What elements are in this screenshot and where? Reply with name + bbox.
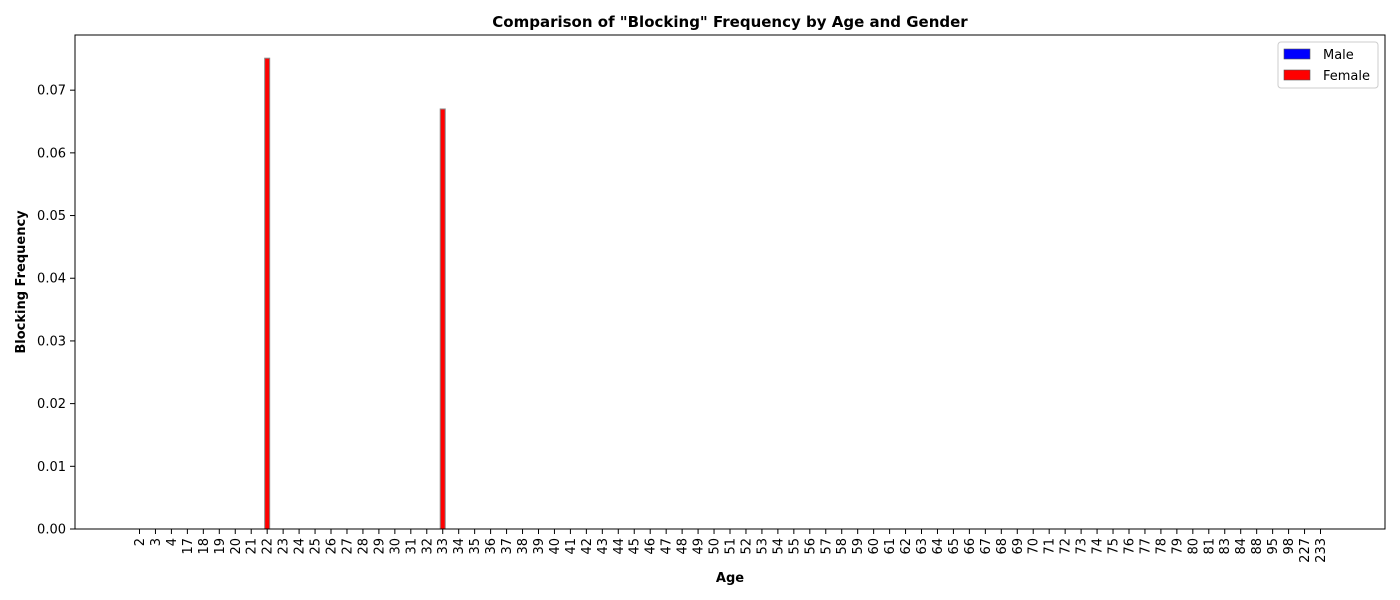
x-tick-label: 36	[484, 538, 499, 555]
x-tick-label: 33	[436, 538, 451, 555]
plot-frame	[74, 34, 1386, 530]
x-tick-label: 23	[277, 538, 292, 555]
bars	[264, 57, 446, 530]
x-tick-label: 54	[771, 538, 786, 555]
x-tick-label: 19	[213, 538, 228, 555]
x-tick-label: 4	[165, 538, 180, 546]
x-tick-label: 20	[229, 538, 244, 555]
x-tick-label: 68	[995, 538, 1010, 555]
x-tick-label: 80	[1186, 538, 1201, 555]
x-tick-label: 53	[755, 538, 770, 555]
y-axis-title: Blocking Frequency	[14, 210, 29, 354]
x-tick-label: 79	[1170, 538, 1185, 555]
y-tick-label: 0.02	[37, 397, 66, 412]
legend-swatch-female	[1283, 69, 1311, 81]
x-tick-label: 2	[133, 538, 148, 546]
x-tick-label: 78	[1154, 538, 1169, 555]
x-tick-label: 67	[979, 538, 994, 555]
x-tick-label: 98	[1282, 538, 1297, 555]
x-tick-label: 60	[867, 538, 882, 555]
x-tick-label: 56	[803, 538, 818, 555]
bar-female-age-22	[264, 57, 271, 530]
x-tick-label: 233	[1314, 538, 1329, 563]
x-tick-label: 227	[1298, 538, 1313, 563]
legend: Male Female	[1277, 41, 1379, 89]
legend-label-female: Female	[1323, 69, 1370, 84]
x-tick-label: 52	[739, 538, 754, 555]
x-tick-label: 39	[532, 538, 547, 555]
x-tick-label: 31	[404, 538, 419, 555]
y-tick-label: 0.00	[37, 523, 66, 538]
x-tick-label: 95	[1266, 538, 1281, 555]
x-tick-label: 65	[947, 538, 962, 555]
x-tick-label: 50	[708, 538, 723, 555]
y-axis: 0.00 0.01 0.02 0.03 0.04 0.05 0.06 0.07	[37, 84, 75, 538]
y-tick-label: 0.07	[37, 84, 66, 99]
legend-swatch-male	[1283, 48, 1311, 60]
x-tick-label: 37	[500, 538, 515, 555]
x-tick-label: 66	[963, 538, 978, 555]
y-tick-label: 0.01	[37, 460, 66, 475]
x-tick-label: 32	[420, 538, 435, 555]
x-tick-label: 22	[261, 538, 276, 555]
x-tick-label: 76	[1122, 538, 1137, 555]
x-tick-label: 41	[564, 538, 579, 555]
x-tick-label: 88	[1250, 538, 1265, 555]
x-tick-label: 71	[1043, 538, 1058, 555]
x-tick-label: 42	[580, 538, 595, 555]
chart-title: Comparison of "Blocking" Frequency by Ag…	[492, 13, 968, 31]
x-tick-label: 61	[883, 538, 898, 555]
x-tick-label: 55	[787, 538, 802, 555]
y-tick-label: 0.03	[37, 334, 66, 349]
x-axis-title: Age	[716, 571, 744, 586]
x-tick-label: 24	[293, 538, 308, 555]
x-tick-label: 44	[612, 538, 627, 555]
x-tick-label: 83	[1218, 538, 1233, 555]
x-tick-label: 58	[835, 538, 850, 555]
x-tick-label: 25	[309, 538, 324, 555]
x-tick-label: 70	[1027, 538, 1042, 555]
x-tick-label: 57	[819, 538, 834, 555]
x-tick-label: 30	[388, 538, 403, 555]
legend-label-male: Male	[1323, 48, 1354, 63]
x-tick-label: 43	[596, 538, 611, 555]
x-tick-label: 17	[181, 538, 196, 555]
x-tick-label: 81	[1202, 538, 1217, 555]
x-tick-label: 45	[628, 538, 643, 555]
x-tick-label: 73	[1075, 538, 1090, 555]
x-tick-label: 64	[931, 538, 946, 555]
x-tick-label: 28	[356, 538, 371, 555]
x-tick-label: 49	[692, 538, 707, 555]
y-tick-label: 0.04	[37, 272, 66, 287]
bar-female-age-33	[439, 108, 446, 530]
x-tick-label: 26	[325, 538, 340, 555]
x-tick-label: 40	[548, 538, 563, 555]
x-tick-label: 72	[1059, 538, 1074, 555]
x-tick-label: 84	[1234, 538, 1249, 555]
x-tick-label: 69	[1011, 538, 1026, 555]
x-tick-label: 75	[1107, 538, 1122, 555]
x-tick-label: 35	[468, 538, 483, 555]
x-tick-label: 63	[915, 538, 930, 555]
y-tick-label: 0.06	[37, 146, 66, 161]
x-tick-label: 59	[851, 538, 866, 555]
x-tick-label: 3	[149, 538, 164, 546]
x-tick-label: 29	[372, 538, 387, 555]
x-tick-label: 38	[516, 538, 531, 555]
x-tick-label: 62	[899, 538, 914, 555]
x-axis: 2 3 4 17 18 19 20 21 22 23 24 25 26 27 28 29 30 31 32 33 34 3…	[133, 529, 1329, 563]
x-tick-label: 18	[197, 538, 212, 555]
x-tick-label: 47	[660, 538, 675, 555]
y-tick-label: 0.05	[37, 209, 66, 224]
x-tick-label: 51	[724, 538, 739, 555]
x-tick-label: 21	[245, 538, 260, 555]
x-tick-label: 77	[1138, 538, 1153, 555]
x-tick-label: 27	[340, 538, 355, 555]
x-tick-label: 48	[676, 538, 691, 555]
x-tick-label: 74	[1091, 538, 1106, 555]
x-tick-label: 34	[452, 538, 467, 555]
x-tick-label: 46	[644, 538, 659, 555]
